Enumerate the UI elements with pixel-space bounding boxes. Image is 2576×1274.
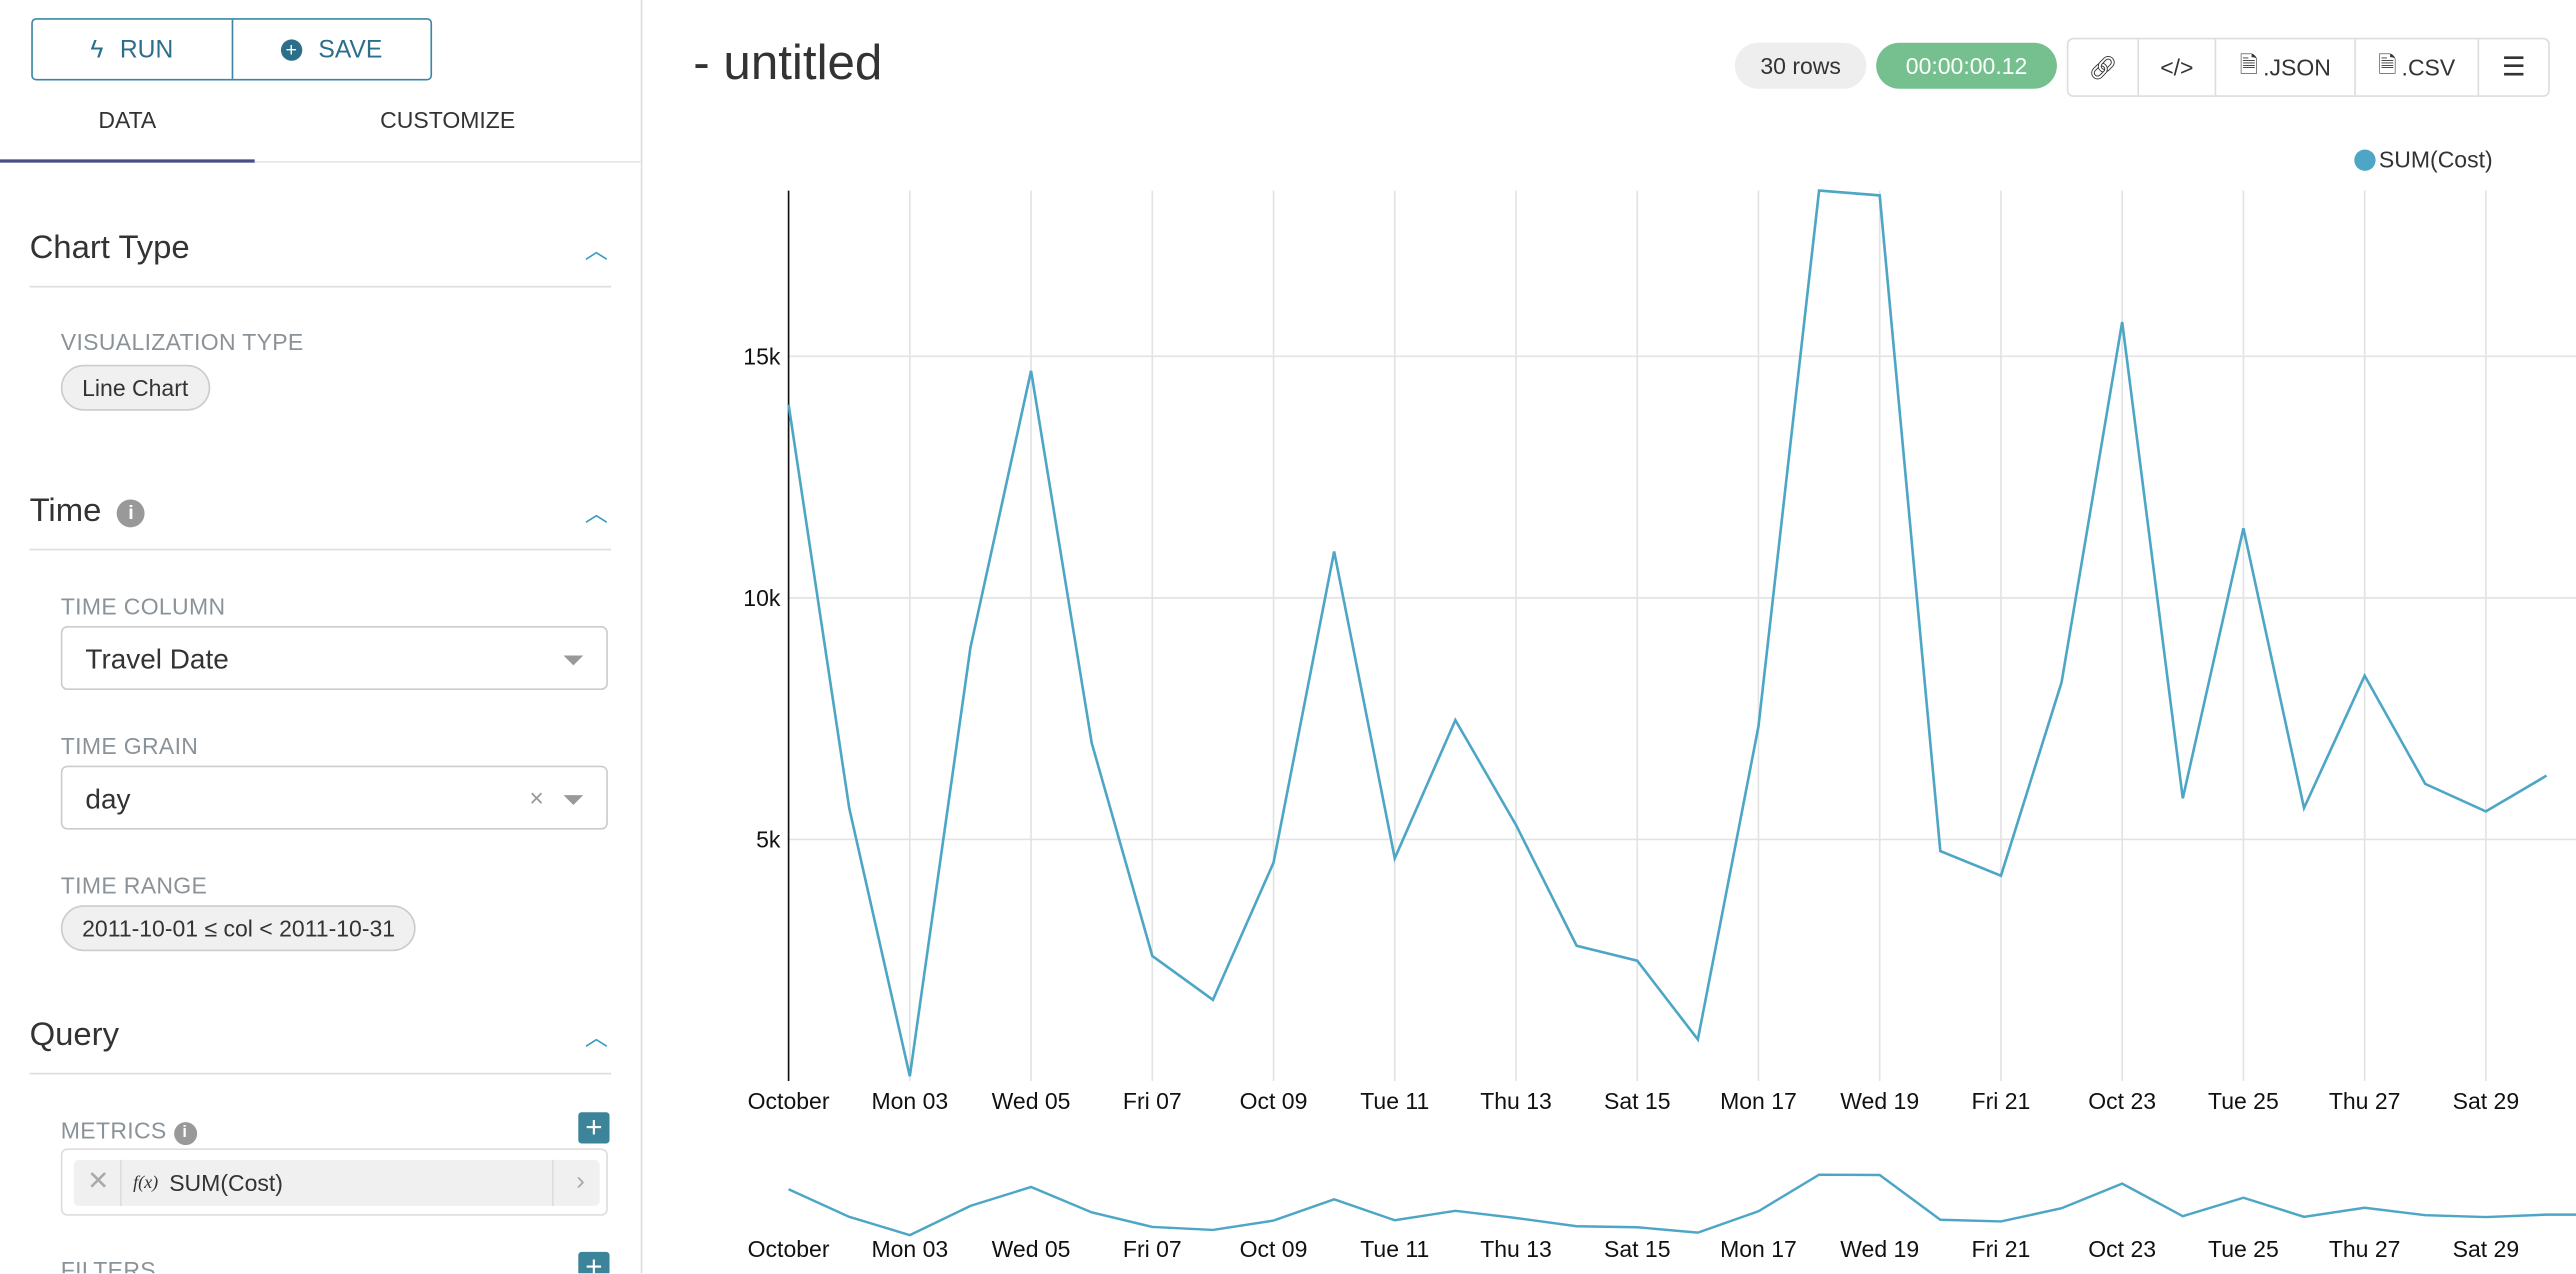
chevron-up-icon[interactable]: ︿ <box>584 499 608 526</box>
csv-button[interactable]: 🗎︎ .CSV <box>2354 39 2477 96</box>
run-save-group: ϟ RUN + SAVE <box>31 18 433 81</box>
caret-down-icon <box>563 795 584 806</box>
section-chart-type[interactable]: Chart Type ︿ <box>29 230 612 288</box>
section-title: Time <box>29 492 102 530</box>
divider <box>29 285 612 288</box>
button-label: .CSV <box>2401 54 2456 81</box>
section-query[interactable]: Query ︿ <box>29 1016 612 1075</box>
file-text-icon: 🗎︎ <box>2378 50 2397 78</box>
active-tab-indicator <box>0 159 255 163</box>
chart-title[interactable]: - untitled <box>693 36 883 91</box>
time-range-selector[interactable]: 2011-10-01 ≤ col < 2011-10-31 <box>60 905 417 952</box>
metrics-box: ✕ f(x) SUM(Cost) › <box>60 1148 608 1216</box>
metric-tag[interactable]: ✕ f(x) SUM(Cost) › <box>73 1159 600 1206</box>
row-count-badge: 30 rows <box>1734 42 1867 89</box>
chart-area: - untitled 30 rows 00:00:00.12 🔗︎ </> 🗎︎… <box>642 0 2576 1273</box>
chevron-right-icon[interactable]: › <box>576 1168 585 1197</box>
link-button[interactable]: 🔗︎ <box>2068 39 2137 95</box>
plus-circle-icon: + <box>280 38 302 60</box>
legend-item[interactable]: SUM(Cost) <box>2354 146 2493 173</box>
select-value: day <box>85 783 131 815</box>
filters-label: FILTERS <box>60 1256 156 1274</box>
section-title: Query <box>29 1016 120 1054</box>
export-toolbar: 🔗︎ </> 🗎︎ .JSON 🗎︎ .CSV ☰ <box>2066 37 2550 97</box>
tab-data[interactable]: DATA <box>98 106 157 134</box>
section-title: Chart Type <box>29 230 190 267</box>
legend-label: SUM(Cost) <box>2378 146 2493 173</box>
link-icon: 🔗︎ <box>2088 53 2118 80</box>
tab-customize[interactable]: CUSTOMIZE <box>380 106 516 134</box>
caret-down-icon <box>563 655 584 666</box>
control-panel: ϟ RUN + SAVE DATA CUSTOMIZE Chart Type ︿ V… <box>0 0 643 1274</box>
divider <box>552 1159 554 1206</box>
label-text: METRICS <box>60 1117 167 1144</box>
chevron-up-icon[interactable]: ︿ <box>584 236 608 263</box>
tabs-divider <box>0 161 641 163</box>
divider <box>29 548 612 551</box>
save-button[interactable]: + SAVE <box>230 19 431 79</box>
function-icon: f(x) <box>133 1173 159 1193</box>
time-grain-label: TIME GRAIN <box>60 732 199 760</box>
section-time[interactable]: Time i ︿ <box>29 492 612 551</box>
time-range-label: TIME RANGE <box>60 872 208 899</box>
hamburger-icon: ☰ <box>2501 54 2526 83</box>
add-filter-button[interactable]: + <box>578 1251 610 1274</box>
viz-type-selector[interactable]: Line Chart <box>60 364 210 411</box>
add-metric-button[interactable]: + <box>578 1112 610 1144</box>
query-timer-badge: 00:00:00.12 <box>1876 42 2057 89</box>
viz-type-label: VISUALIZATION TYPE <box>60 328 304 355</box>
bolt-icon: ϟ <box>90 35 104 64</box>
run-button[interactable]: ϟ RUN <box>90 35 174 64</box>
info-icon[interactable]: i <box>173 1122 197 1146</box>
divider <box>29 1072 612 1075</box>
embed-button[interactable]: </> <box>2137 39 2214 96</box>
select-value: Travel Date <box>85 644 229 676</box>
code-icon: </> <box>2160 54 2194 81</box>
chevron-up-icon[interactable]: ︿ <box>584 1023 608 1050</box>
file-code-icon: 🗎︎ <box>2239 50 2259 78</box>
menu-button[interactable]: ☰ <box>2477 39 2548 96</box>
clear-icon[interactable]: × <box>529 785 544 814</box>
button-label: .JSON <box>2263 54 2331 81</box>
time-column-label: TIME COLUMN <box>60 593 226 620</box>
time-column-select[interactable]: Travel Date <box>60 625 608 691</box>
info-icon[interactable]: i <box>117 499 146 528</box>
metrics-label: METRICS i <box>60 1117 197 1146</box>
divider <box>119 1159 122 1206</box>
legend-dot <box>2354 148 2376 171</box>
time-grain-select[interactable]: day × <box>60 765 608 830</box>
json-button[interactable]: 🗎︎ .JSON <box>2214 39 2355 96</box>
remove-metric-icon[interactable]: ✕ <box>87 1168 110 1197</box>
metric-label: SUM(Cost) <box>169 1169 283 1197</box>
